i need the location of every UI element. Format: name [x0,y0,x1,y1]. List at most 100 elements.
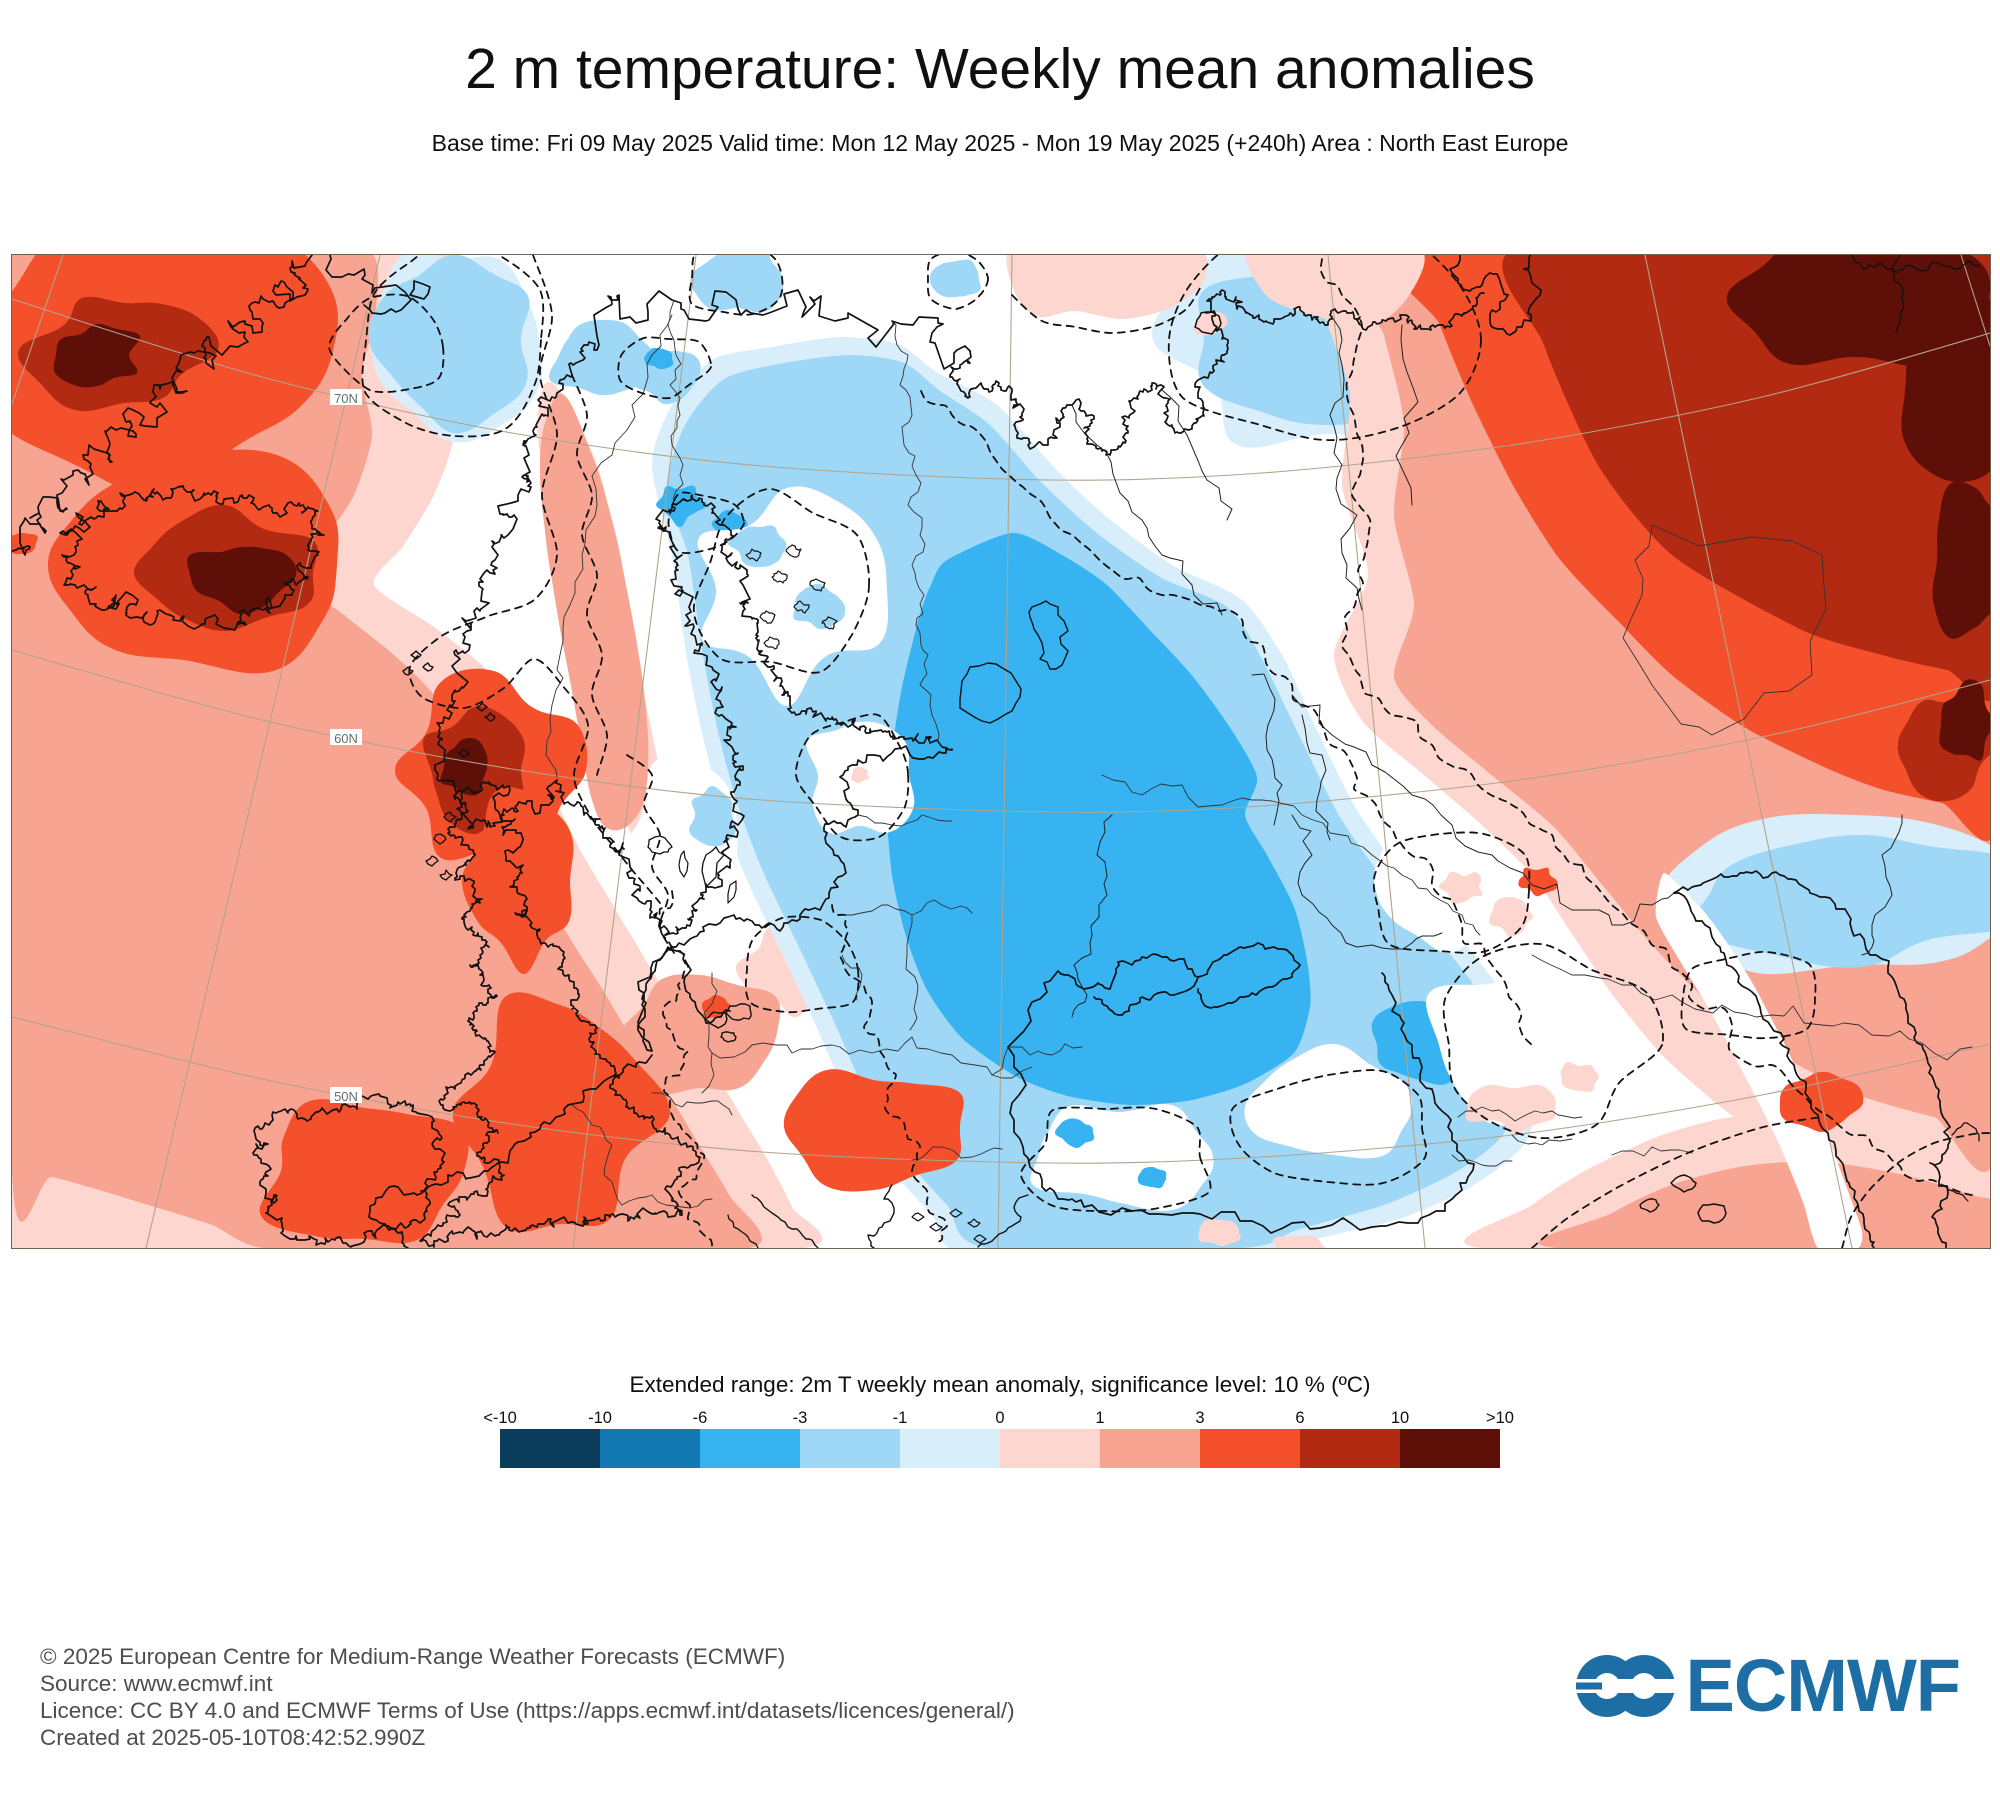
map-layer [1244,1043,1412,1159]
map-layer [977,1194,1029,1248]
map-layer [325,255,412,315]
map-layer [785,544,802,558]
map-layer [408,255,661,904]
map-layer [1697,1203,1727,1224]
map-layer [751,1194,819,1248]
map-layer [841,954,863,1001]
map-layer [831,904,948,1244]
map-layer [1055,1118,1095,1148]
map-layer [871,1036,1033,1079]
map-layer [402,666,414,676]
map-layer [626,754,675,954]
map-layer [540,393,649,831]
map-layer [997,255,1013,1248]
legend-tick: -3 [792,1409,808,1427]
map-layer [12,255,313,556]
map-layer [930,259,981,298]
map-layer [1518,867,1558,897]
map-layer [689,786,737,847]
map-layer [1071,814,1113,1018]
legend-colorbar [500,1429,1500,1468]
map-layer [1291,694,1675,926]
map-layer [12,255,64,405]
footer-line: Created at 2025-05-10T08:42:52.990Z [40,1725,426,1750]
map-layer [1680,950,1817,1040]
map-layer [809,578,826,592]
map-layer [1251,673,1283,826]
legend-swatch [1300,1429,1400,1468]
map-layer [688,255,784,316]
map-layer [637,946,731,1052]
map-layer [1639,1198,1660,1213]
legend-tick: 10 [1390,1409,1410,1427]
legend-tick: <-10 [483,1409,517,1427]
map-layer [693,488,870,674]
map-layer [1319,258,1583,866]
map-layer [571,374,608,776]
map-layer [259,1099,469,1244]
legend-tick: 3 [1195,1409,1205,1427]
map-layer [701,972,718,1094]
map-layer [728,525,787,567]
map-layer [1891,255,1905,334]
footer-line: Source: www.ecmwf.int [40,1671,273,1696]
map-layer [1489,897,1533,937]
map-layer [911,1212,925,1222]
map-layer [1137,1167,1167,1189]
footer-line: Licence: CC BY 4.0 and ECMWF Terms of Us… [40,1698,1015,1723]
map-layer [433,833,447,845]
map-layer [1161,389,1233,521]
map-layer [647,835,673,855]
map-layer [145,255,381,1248]
map-layer [905,914,919,1031]
map-layer [361,255,545,438]
map-layer [617,336,712,400]
map-layer [1329,316,1363,611]
map-layer [621,1194,713,1209]
map-layer [1851,255,1980,274]
map-layer [667,299,684,504]
map-layer [1272,1235,1326,1248]
legend-swatch [500,1429,600,1468]
map-layer [1291,814,1443,950]
map-layer [1538,1161,1990,1248]
map-layer [1511,1134,1573,1146]
legend-swatch [1400,1429,1500,1468]
map-layer [959,662,1022,724]
map-layer [1951,1122,1980,1142]
map-layer [12,1016,1990,1164]
legend-swatch [600,1429,700,1468]
map-layer [1101,774,1481,936]
legend-tick: >10 [1486,1409,1514,1427]
map-layer [771,570,788,584]
map-layer [867,1184,895,1248]
map-layer [1449,255,1542,336]
ecmwf-logo-mark [1575,1655,1676,1717]
footer-line: © 2025 European Centre for Medium-Range … [40,1644,786,1669]
map-layer [545,314,673,778]
map-layer [1861,814,1903,956]
map-layer [745,548,762,562]
map-layer [1841,1132,1990,1248]
map-layer [368,1054,653,1248]
legend-title: Extended range: 2m T weekly mean anomaly… [629,1372,1371,1397]
map-layer [1901,282,1990,482]
map-layer [1007,970,1475,1234]
map-layer [920,390,1533,1046]
map-layer [571,1104,623,1206]
map-layer [443,811,457,823]
map-layer [572,255,697,1248]
map-layer [1960,255,1990,347]
map-layer [1442,942,1664,1139]
map-layer [763,636,780,650]
map-layer [1028,600,1069,670]
map-layer [419,781,701,1248]
map-layer [484,712,496,722]
map-layer [1941,1184,1969,1202]
map-layer [1526,851,1557,875]
map-layer [821,616,838,630]
map-layer [422,662,434,672]
map-layer [725,1003,752,1021]
map-layer [857,814,953,827]
map-layer [783,1069,964,1192]
